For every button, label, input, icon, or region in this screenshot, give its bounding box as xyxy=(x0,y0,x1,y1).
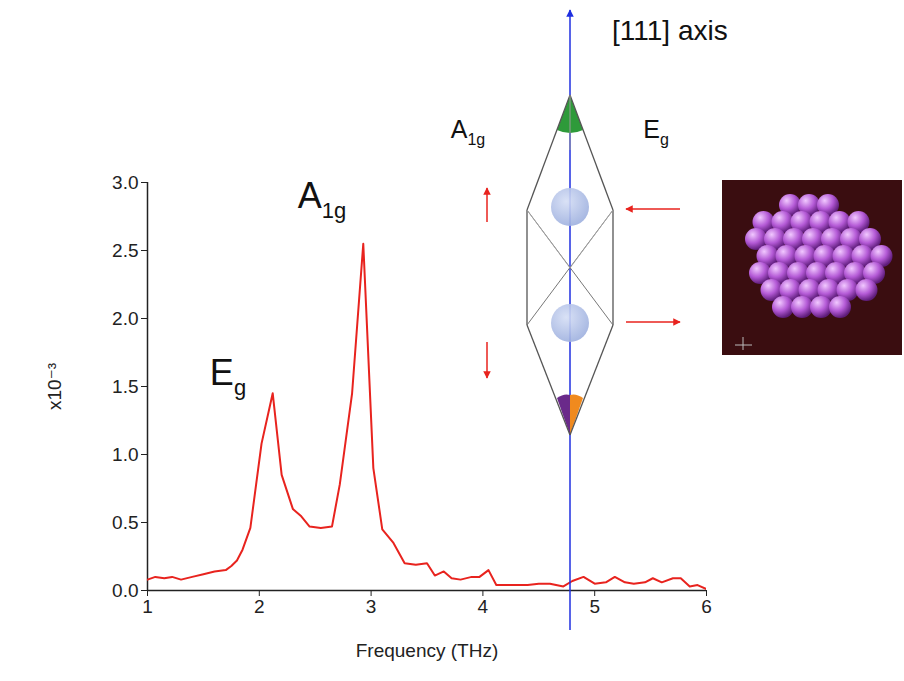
svg-text:[111] axis: [111] axis xyxy=(612,15,728,46)
svg-text:A1g: A1g xyxy=(298,175,347,223)
svg-text:0.5: 0.5 xyxy=(112,512,138,533)
svg-text:2: 2 xyxy=(254,596,265,617)
svg-text:x10⁻³: x10⁻³ xyxy=(44,363,65,410)
svg-text:Eg: Eg xyxy=(210,352,246,400)
svg-text:Eg: Eg xyxy=(643,115,669,148)
svg-text:5: 5 xyxy=(589,596,600,617)
svg-text:1.5: 1.5 xyxy=(112,376,138,397)
svg-text:3.0: 3.0 xyxy=(112,172,138,193)
svg-text:3: 3 xyxy=(366,596,377,617)
svg-text:2.0: 2.0 xyxy=(112,308,138,329)
svg-text:0.0: 0.0 xyxy=(112,580,138,601)
svg-text:1: 1 xyxy=(142,596,153,617)
svg-text:2.5: 2.5 xyxy=(112,240,138,261)
svg-text:4: 4 xyxy=(478,596,489,617)
svg-text:A1g: A1g xyxy=(451,115,485,148)
svg-text:6: 6 xyxy=(701,596,712,617)
svg-text:1.0: 1.0 xyxy=(112,444,138,465)
svg-text:Frequency (THz): Frequency (THz) xyxy=(356,640,499,661)
